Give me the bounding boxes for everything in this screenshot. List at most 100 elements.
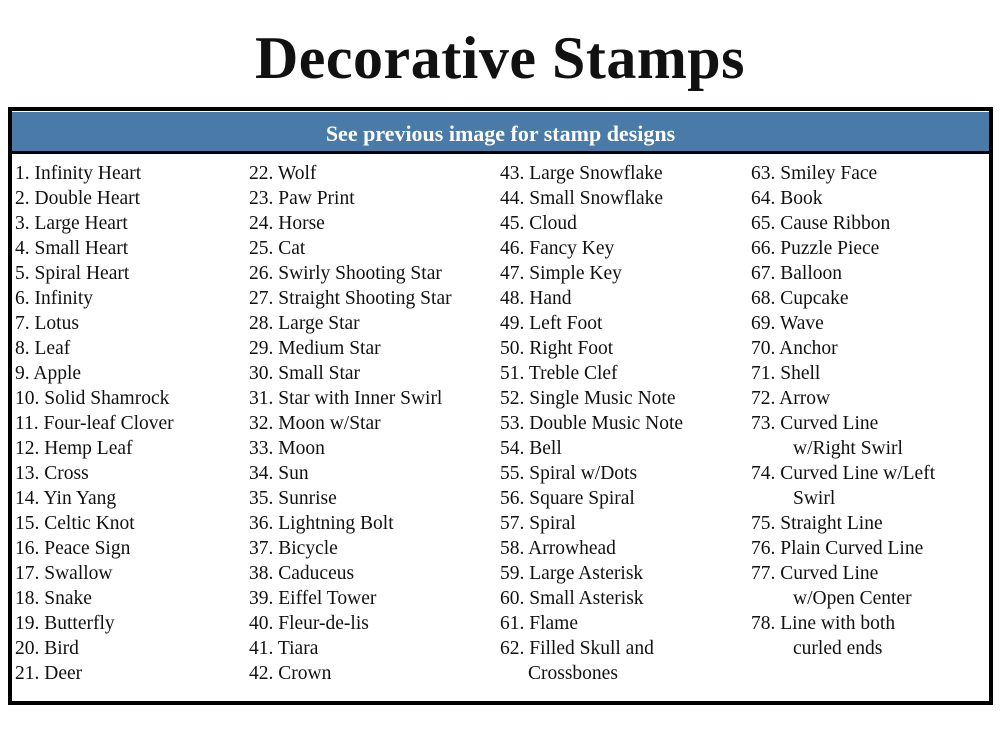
item-text: 39. Eiffel Tower xyxy=(249,588,377,609)
list-item: 60. Small Asterisk xyxy=(500,586,683,611)
list-item: 29. Medium Star xyxy=(249,336,452,361)
item-text-continued: w/Open Center xyxy=(793,588,912,609)
item-text: 23. Paw Print xyxy=(249,188,355,209)
list-item: 58. Arrowhead xyxy=(500,536,683,561)
item-text: 34. Sun xyxy=(249,463,309,484)
list-item: 75. Straight Line xyxy=(751,511,935,536)
list-item: 10. Solid Shamrock xyxy=(15,386,174,411)
item-text: 78. Line with both xyxy=(751,613,896,634)
item-text: 70. Anchor xyxy=(751,338,838,359)
list-item: 27. Straight Shooting Star xyxy=(249,286,452,311)
item-text: 20. Bird xyxy=(15,638,79,659)
list-item: 24. Horse xyxy=(249,211,452,236)
list-item: 16. Peace Sign xyxy=(15,536,174,561)
item-text: 48. Hand xyxy=(500,288,572,309)
list-item: 5. Spiral Heart xyxy=(15,261,174,286)
list-item: 2. Double Heart xyxy=(15,186,174,211)
item-text: 8. Leaf xyxy=(15,338,71,359)
list-item: 48. Hand xyxy=(500,286,683,311)
list-item: 34. Sun xyxy=(249,461,452,486)
list-item: 63. Smiley Face xyxy=(751,161,935,186)
list-item: 7. Lotus xyxy=(15,311,174,336)
list-item: 72. Arrow xyxy=(751,386,935,411)
item-text: 74. Curved Line w/Left xyxy=(751,463,936,484)
item-text: 24. Horse xyxy=(249,213,325,234)
item-text: 5. Spiral Heart xyxy=(15,263,130,284)
item-text: 53. Double Music Note xyxy=(500,413,684,434)
item-text: 51. Treble Clef xyxy=(500,363,618,384)
list-item: 78. Line with both curled ends xyxy=(751,611,935,661)
list-item: 17. Swallow xyxy=(15,561,174,586)
list-item: 53. Double Music Note xyxy=(500,411,683,436)
item-text: 73. Curved Line xyxy=(751,413,879,434)
item-text: 2. Double Heart xyxy=(15,188,141,209)
item-text: 29. Medium Star xyxy=(249,338,381,359)
item-text: 44. Small Snowflake xyxy=(500,188,664,209)
list-item: 52. Single Music Note xyxy=(500,386,683,411)
item-text: 26. Swirly Shooting Star xyxy=(249,263,442,284)
list-item: 3. Large Heart xyxy=(15,211,174,236)
item-text: 58. Arrowhead xyxy=(500,538,616,559)
item-text: 9. Apple xyxy=(15,363,82,384)
list-item: 71. Shell xyxy=(751,361,935,386)
item-text: 6. Infinity xyxy=(15,288,93,309)
item-text: 66. Puzzle Piece xyxy=(751,238,880,259)
item-text: 62. Filled Skull and xyxy=(500,638,654,659)
item-text: 31. Star with Inner Swirl xyxy=(249,388,443,409)
stamp-list-table: See previous image for stamp designs 1. … xyxy=(8,107,993,705)
list-item: 1. Infinity Heart xyxy=(15,161,174,186)
item-text: 54. Bell xyxy=(500,438,562,459)
list-item: 73. Curved Line w/Right Swirl xyxy=(751,411,935,461)
list-item: 69. Wave xyxy=(751,311,935,336)
item-text: 27. Straight Shooting Star xyxy=(249,288,452,309)
list-item: 28. Large Star xyxy=(249,311,452,336)
list-item: 67. Balloon xyxy=(751,261,935,286)
item-text: 21. Deer xyxy=(15,663,83,684)
list-item: 8. Leaf xyxy=(15,336,174,361)
item-text: 77. Curved Line xyxy=(751,563,879,584)
list-item: 44. Small Snowflake xyxy=(500,186,683,211)
item-text: 49. Left Foot xyxy=(500,313,603,334)
list-item: 32. Moon w/Star xyxy=(249,411,452,436)
item-text: 7. Lotus xyxy=(15,313,79,334)
item-text: 35. Sunrise xyxy=(249,488,337,509)
item-text: 59. Large Asterisk xyxy=(500,563,644,584)
item-text: 1. Infinity Heart xyxy=(15,163,142,184)
list-item: 70. Anchor xyxy=(751,336,935,361)
stamp-column-3: 43. Large Snowflake 44. Small Snowflake 45… xyxy=(500,161,683,686)
table-header: See previous image for stamp designs xyxy=(12,112,989,154)
list-item: 19. Butterfly xyxy=(15,611,174,636)
list-item: 38. Caduceus xyxy=(249,561,452,586)
list-item: 40. Fleur-de-lis xyxy=(249,611,452,636)
item-text: 33. Moon xyxy=(249,438,325,459)
list-item: 47. Simple Key xyxy=(500,261,683,286)
list-item: 50. Right Foot xyxy=(500,336,683,361)
item-text: 50. Right Foot xyxy=(500,338,614,359)
item-text: 11. Four-leaf Clover xyxy=(15,413,174,434)
list-item: 9. Apple xyxy=(15,361,174,386)
list-item: 12. Hemp Leaf xyxy=(15,436,174,461)
list-item: 25. Cat xyxy=(249,236,452,261)
list-item: 15. Celtic Knot xyxy=(15,511,174,536)
list-item: 18. Snake xyxy=(15,586,174,611)
stamp-column-1: 1. Infinity Heart 2. Double Heart 3. Large… xyxy=(15,161,174,686)
list-item: 33. Moon xyxy=(249,436,452,461)
item-text: 42. Crown xyxy=(249,663,332,684)
item-text: 52. Single Music Note xyxy=(500,388,676,409)
list-item: 54. Bell xyxy=(500,436,683,461)
item-text: 3. Large Heart xyxy=(15,213,128,234)
item-text: 60. Small Asterisk xyxy=(500,588,644,609)
item-text: 41. Tiara xyxy=(249,638,319,659)
list-item: 13. Cross xyxy=(15,461,174,486)
list-item: 51. Treble Clef xyxy=(500,361,683,386)
item-text: 64. Book xyxy=(751,188,823,209)
list-item: 43. Large Snowflake xyxy=(500,161,683,186)
list-item: 36. Lightning Bolt xyxy=(249,511,452,536)
item-text: 75. Straight Line xyxy=(751,513,883,534)
list-item: 22. Wolf xyxy=(249,161,452,186)
item-text: 43. Large Snowflake xyxy=(500,163,663,184)
item-text: 38. Caduceus xyxy=(249,563,355,584)
list-item: 56. Square Spiral xyxy=(500,486,683,511)
list-item: 42. Crown xyxy=(249,661,452,686)
list-item: 31. Star with Inner Swirl xyxy=(249,386,452,411)
